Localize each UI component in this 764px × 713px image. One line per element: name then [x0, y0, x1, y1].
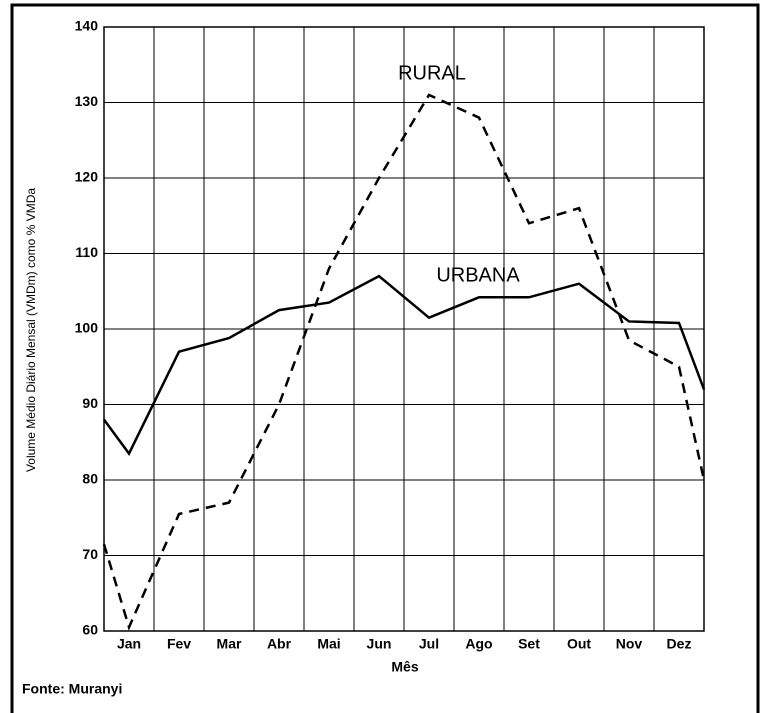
line-rural — [102, 93, 706, 631]
source: Fonte: Muranyi — [22, 681, 122, 697]
x-tick-label: Nov — [616, 636, 643, 652]
x-tick-label: Set — [518, 636, 540, 652]
y-axis-label: Volume Médio Diário Mensal (VMDm) como %… — [24, 188, 38, 472]
y-tick-label: 110 — [75, 244, 98, 260]
x-tick-label: Jul — [419, 636, 439, 652]
x-tick-label: Mai — [317, 636, 340, 652]
y-tick-label: 60 — [82, 622, 98, 638]
y-tick-label: 140 — [75, 18, 99, 34]
y-tick-label: 100 — [75, 320, 99, 336]
frame — [10, 3, 760, 713]
x-tick-label: Ago — [465, 636, 492, 652]
x-tick-label: Out — [567, 636, 591, 652]
x-axis-label: Mês — [391, 659, 418, 675]
x-tick-label: Fev — [167, 636, 191, 652]
x-tick-label: Mar — [217, 636, 242, 652]
y-tick-label: 70 — [82, 546, 98, 562]
line-urbana — [102, 274, 706, 456]
series-label: RURAL — [398, 62, 466, 84]
y-tick-label: 120 — [75, 169, 99, 185]
x-tick-label: Jun — [367, 636, 392, 652]
y-tick-label: 130 — [75, 93, 99, 109]
x-tick-label: Dez — [667, 636, 692, 652]
x-tick-label: Jan — [117, 636, 141, 652]
y-tick-label: 90 — [82, 395, 98, 411]
series-label: URBANA — [436, 264, 520, 286]
y-tick-label: 80 — [82, 471, 98, 487]
x-tick-label: Abr — [267, 636, 292, 652]
